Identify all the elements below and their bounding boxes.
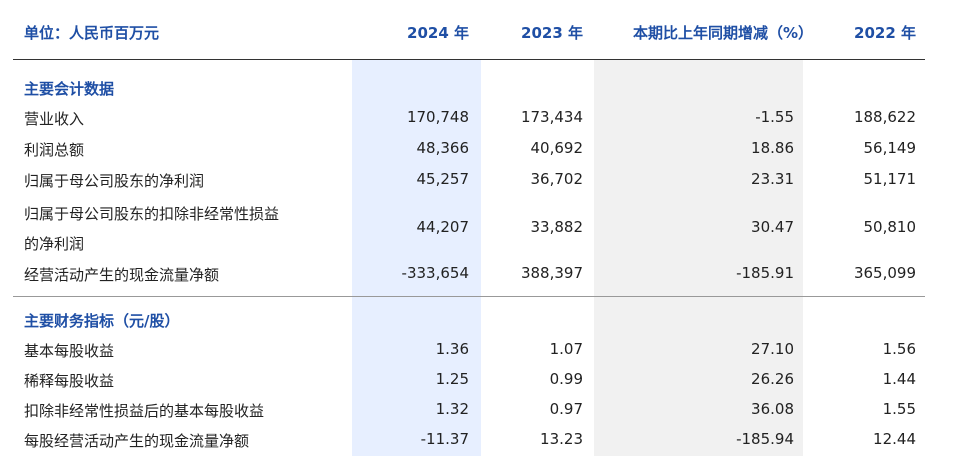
value-2023: 173,434 (520, 108, 583, 126)
row-label: 基本每股收益 (24, 342, 115, 360)
value-2022: 50,810 (863, 218, 917, 236)
row-label-line1: 归属于母公司股东的扣除非经常性损益 (24, 205, 280, 223)
section-divider (13, 296, 925, 297)
value-2022: 1.55 (882, 400, 916, 418)
value-2022: 365,099 (853, 264, 916, 282)
value-2022: 1.44 (882, 370, 916, 388)
value-2023: 36,702 (530, 170, 584, 188)
value-2024: 44,207 (416, 218, 470, 236)
value-2022: 188,622 (853, 108, 916, 126)
row-label: 经营活动产生的现金流量净额 (24, 266, 220, 284)
value-2024: -11.37 (420, 430, 469, 448)
value-2022: 12.44 (873, 430, 916, 448)
row-label: 利润总额 (24, 141, 85, 159)
value-2023: 13.23 (540, 430, 583, 448)
header-2023: 2023 年 (521, 24, 583, 42)
value-2024: 1.25 (435, 370, 469, 388)
unit-label: 单位：人民币百万元 (24, 24, 160, 42)
value-2024: 170,748 (406, 108, 469, 126)
value-change: 23.31 (751, 170, 794, 188)
section-title-financial-indicators: 主要财务指标（元/股） (24, 312, 180, 330)
header-change: 本期比上年同期增减（%） (632, 24, 813, 42)
value-change: -1.55 (755, 108, 794, 126)
value-2023: 0.97 (549, 400, 583, 418)
row-label: 稀释每股收益 (24, 372, 115, 390)
value-2024: 48,366 (416, 139, 470, 157)
value-2024: 1.36 (435, 340, 469, 358)
value-change: -185.91 (736, 264, 794, 282)
row-label: 每股经营活动产生的现金流量净额 (24, 432, 250, 450)
value-2022: 56,149 (863, 139, 917, 157)
value-2023: 40,692 (530, 139, 584, 157)
column-shade-change (594, 60, 803, 456)
row-label: 归属于母公司股东的净利润 (24, 172, 205, 190)
header-2022: 2022 年 (854, 24, 916, 42)
column-shade-2024 (352, 60, 481, 456)
value-2024: 1.32 (435, 400, 469, 418)
value-change: 30.47 (751, 218, 794, 236)
value-2022: 1.56 (882, 340, 916, 358)
value-2024: 45,257 (416, 170, 470, 188)
value-change: 27.10 (751, 340, 794, 358)
section-title-accounting-data: 主要会计数据 (24, 80, 115, 98)
row-label-line2: 的净利润 (24, 235, 85, 253)
header-2024: 2024 年 (407, 24, 469, 42)
value-2023: 0.99 (549, 370, 583, 388)
value-2023: 388,397 (520, 264, 583, 282)
value-2023: 33,882 (530, 218, 584, 236)
value-change: 18.86 (751, 139, 794, 157)
row-label: 营业收入 (24, 110, 85, 128)
row-label: 扣除非经常性损益后的基本每股收益 (24, 402, 265, 420)
value-change: -185.94 (736, 430, 794, 448)
value-change: 36.08 (751, 400, 794, 418)
value-2022: 51,171 (863, 170, 917, 188)
header-rule (13, 59, 925, 60)
value-change: 26.26 (751, 370, 794, 388)
value-2024: -333,654 (401, 264, 469, 282)
value-2023: 1.07 (549, 340, 583, 358)
